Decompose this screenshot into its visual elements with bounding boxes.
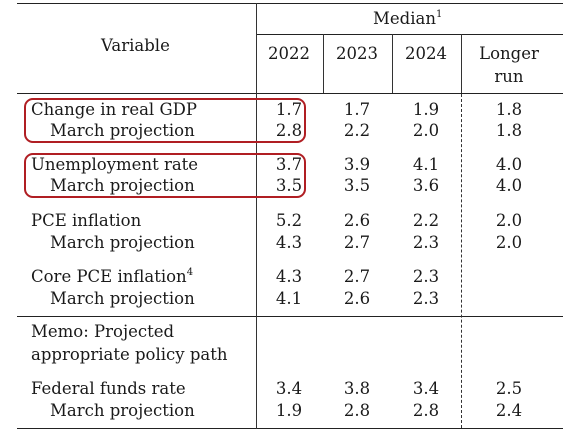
header-divider-2023 xyxy=(323,34,324,93)
table-top-rule xyxy=(17,3,563,4)
cell-unemp-2024: 4.1 xyxy=(412,155,440,174)
variable-header: Variable xyxy=(101,36,170,55)
row-label-ffr-march: March projection xyxy=(50,401,195,420)
core-pce-footnote: 4 xyxy=(186,266,194,278)
cell-gdp-longer-run: 1.8 xyxy=(495,100,523,119)
cell-gdp-march-2023: 2.2 xyxy=(343,121,371,140)
row-label-unemployment-march: March projection xyxy=(50,176,195,195)
cell-unemp-march-2022: 3.5 xyxy=(275,176,303,195)
cell-unemp-march-2024: 3.6 xyxy=(412,176,440,195)
cell-core-march-2023: 2.6 xyxy=(343,289,371,308)
table-bottom-rule xyxy=(17,428,563,429)
cell-core-2024: 2.3 xyxy=(412,267,440,286)
gdp-highlight-box xyxy=(24,98,306,143)
row-label-gdp-march: March projection xyxy=(50,121,195,140)
cell-core-march-2022: 4.1 xyxy=(275,289,303,308)
cell-pce-march-longer-run: 2.0 xyxy=(495,233,523,252)
cell-unemp-2022: 3.7 xyxy=(275,155,303,174)
row-label-core-pce-march: March projection xyxy=(50,289,195,308)
row-label-pce: PCE inflation xyxy=(31,211,142,230)
cell-ffr-march-longer-run: 2.4 xyxy=(495,401,523,420)
longer-run-header-line2: run xyxy=(494,67,524,86)
cell-ffr-2023: 3.8 xyxy=(343,379,371,398)
memo-top-rule xyxy=(17,316,563,317)
cell-pce-march-2022: 4.3 xyxy=(275,233,303,252)
cell-ffr-2024: 3.4 xyxy=(412,379,440,398)
cell-core-2023: 2.7 xyxy=(343,267,371,286)
row-label-core-pce: Core PCE inflation4 xyxy=(31,266,194,286)
cell-gdp-2023: 1.7 xyxy=(343,100,371,119)
header-bottom-rule xyxy=(17,93,563,94)
year-2023-header: 2023 xyxy=(336,44,378,63)
cell-gdp-march-2024: 2.0 xyxy=(412,121,440,140)
longer-run-header-line1: Longer xyxy=(479,44,539,63)
row-label-unemployment: Unemployment rate xyxy=(31,155,199,174)
year-2024-header: 2024 xyxy=(405,44,447,63)
cell-unemp-march-2023: 3.5 xyxy=(343,176,371,195)
cell-core-2022: 4.3 xyxy=(275,267,303,286)
variable-column-divider xyxy=(256,3,257,429)
median-footnote: 1 xyxy=(435,8,443,20)
cell-pce-march-2023: 2.7 xyxy=(343,233,371,252)
cell-pce-2024: 2.2 xyxy=(412,211,440,230)
unemployment-highlight-box xyxy=(24,153,306,198)
cell-ffr-march-2023: 2.8 xyxy=(343,401,371,420)
row-label-ffr: Federal funds rate xyxy=(31,379,186,398)
cell-pce-march-2024: 2.3 xyxy=(412,233,440,252)
median-underline xyxy=(256,34,563,35)
cell-gdp-2024: 1.9 xyxy=(412,100,440,119)
year-2022-header: 2022 xyxy=(268,44,310,63)
memo-label-line2: appropriate policy path xyxy=(31,345,228,364)
cell-gdp-2022: 1.7 xyxy=(275,100,303,119)
cell-ffr-march-2024: 2.8 xyxy=(412,401,440,420)
cell-unemp-march-longer-run: 4.0 xyxy=(495,176,523,195)
row-label-pce-march: March projection xyxy=(50,233,195,252)
cell-ffr-2022: 3.4 xyxy=(275,379,303,398)
cell-ffr-march-2022: 1.9 xyxy=(275,401,303,420)
longer-run-dashed-divider xyxy=(461,94,462,428)
cell-core-march-2024: 2.3 xyxy=(412,289,440,308)
row-label-gdp: Change in real GDP xyxy=(31,100,197,119)
cell-ffr-longer-run: 2.5 xyxy=(495,379,523,398)
cell-gdp-march-2022: 2.8 xyxy=(275,121,303,140)
cell-unemp-longer-run: 4.0 xyxy=(495,155,523,174)
cell-gdp-march-longer-run: 1.8 xyxy=(495,121,523,140)
memo-label-line1: Memo: Projected xyxy=(31,322,175,341)
cell-pce-2023: 2.6 xyxy=(343,211,371,230)
cell-pce-2022: 5.2 xyxy=(275,211,303,230)
cell-pce-longer-run: 2.0 xyxy=(495,211,523,230)
median-header: Median1 xyxy=(373,8,443,28)
header-divider-longer-run xyxy=(461,34,462,93)
cell-unemp-2023: 3.9 xyxy=(343,155,371,174)
header-divider-2024 xyxy=(392,34,393,93)
